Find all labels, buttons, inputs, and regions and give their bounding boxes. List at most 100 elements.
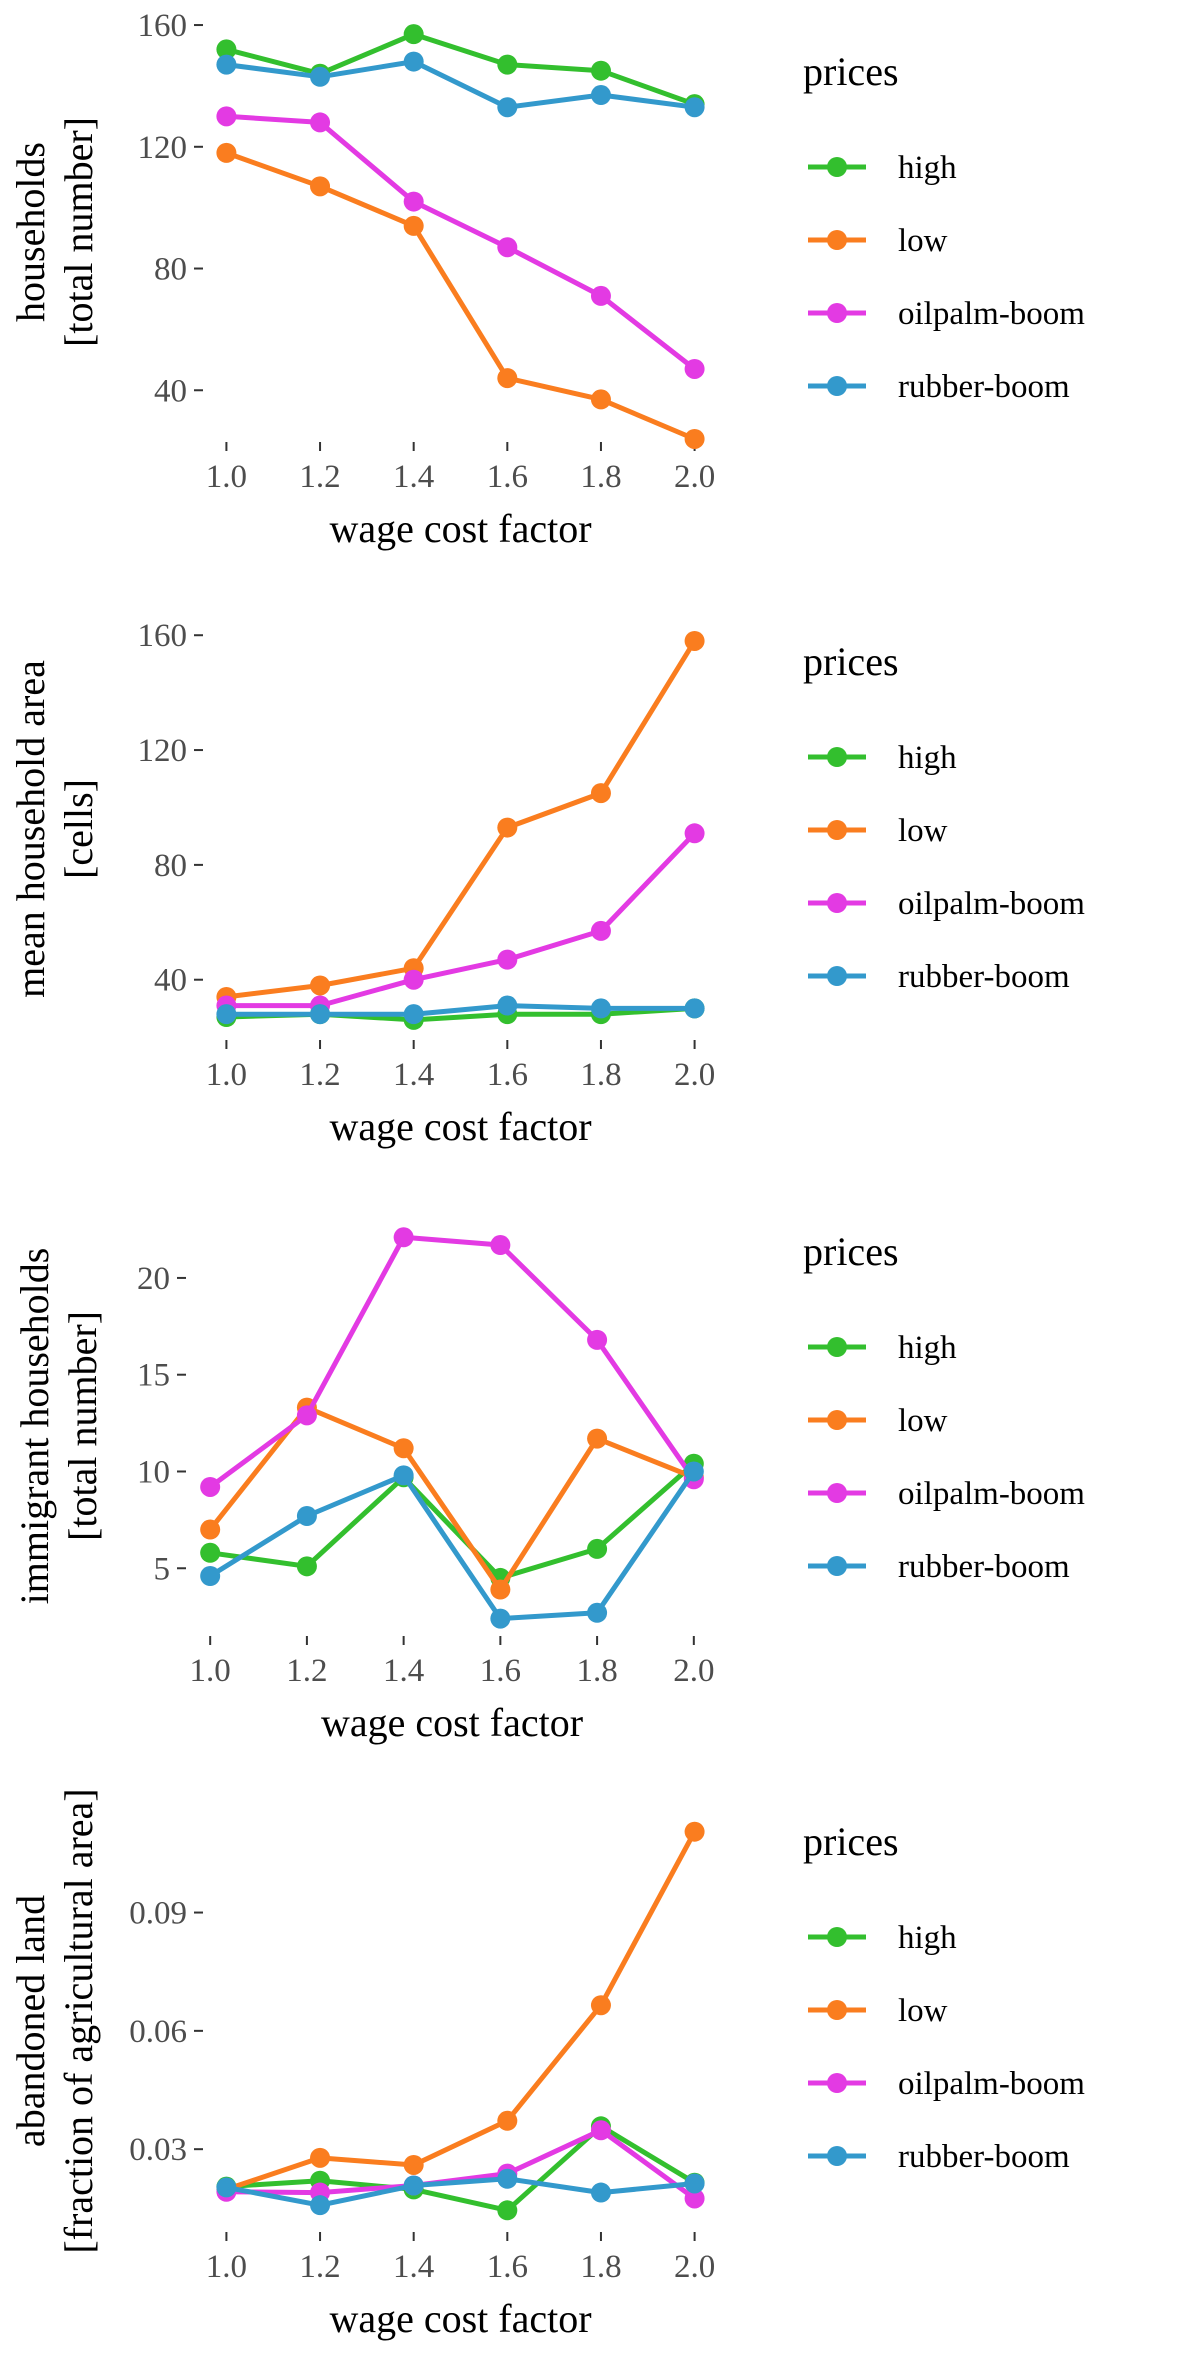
data-point-rubber-boom xyxy=(590,85,611,106)
data-point-high xyxy=(497,54,518,75)
y-tick-label: 10 xyxy=(137,1454,170,1490)
data-point-oilpalm-boom xyxy=(216,106,237,127)
data-point-low xyxy=(497,368,518,389)
legend-label-high: high xyxy=(898,1330,957,1366)
data-point-oilpalm-boom xyxy=(497,237,518,258)
x-tick-label: 2.0 xyxy=(674,459,715,495)
y-axis-title-line-2: [total number] xyxy=(56,117,101,347)
data-point-rubber-boom xyxy=(403,1004,424,1025)
data-point-high xyxy=(590,60,611,81)
legend-label-rubber-boom: rubber-boom xyxy=(898,369,1070,405)
x-tick-label: 1.4 xyxy=(393,2249,434,2285)
series-line-high xyxy=(207,1461,697,1581)
series-line-low xyxy=(223,638,698,1000)
y-tick-label: 15 xyxy=(137,1358,170,1394)
data-point-oilpalm-boom xyxy=(684,2188,705,2209)
legend-key-point xyxy=(827,1410,847,1430)
x-tick-label: 1.0 xyxy=(206,2249,247,2285)
series-line-rubber-boom xyxy=(223,59,698,110)
legend-key-point xyxy=(827,2146,847,2166)
data-point-oilpalm-boom xyxy=(587,1329,608,1350)
data-point-low xyxy=(590,1995,611,2016)
x-axis-title: wage cost factor xyxy=(329,506,591,551)
series-line-oilpalm-boom xyxy=(223,113,698,372)
x-tick-label: 1.2 xyxy=(299,459,340,495)
data-point-low xyxy=(216,142,237,163)
legend-key-point xyxy=(827,230,847,250)
data-point-rubber-boom xyxy=(684,998,705,1019)
y-axis-title-line-2: [cells] xyxy=(56,779,101,879)
data-point-rubber-boom xyxy=(296,1506,317,1526)
y-axis-title-line-1: abandoned land xyxy=(8,1895,53,2147)
x-tick-label: 1.0 xyxy=(206,1057,247,1093)
y-tick-label: 80 xyxy=(154,252,187,288)
x-tick-label: 1.2 xyxy=(299,1057,340,1093)
legend-key-point xyxy=(827,747,847,767)
data-point-low xyxy=(403,215,424,236)
legend-label-rubber-boom: rubber-boom xyxy=(898,1549,1070,1585)
y-tick-label: 5 xyxy=(154,1551,171,1587)
x-tick-label: 1.8 xyxy=(580,1057,621,1093)
data-point-rubber-boom xyxy=(684,2173,705,2194)
data-point-low xyxy=(590,783,611,804)
y-tick-label: 40 xyxy=(154,373,187,409)
chart-panel-3: 5 10 15 20 1.0 1.2 1.4 1.6 1.8 2.0 wage cost facto… xyxy=(12,1227,1085,1745)
data-point-oilpalm-boom xyxy=(590,920,611,941)
legend-label-oilpalm-boom: oilpalm-boom xyxy=(898,1476,1085,1512)
y-tick-label: 0.03 xyxy=(129,2132,187,2168)
legend-label-rubber-boom: rubber-boom xyxy=(898,959,1070,995)
data-point-rubber-boom xyxy=(683,1461,704,1482)
legend-key-point xyxy=(827,1483,847,1503)
legend-key-point xyxy=(827,376,847,396)
data-point-low xyxy=(497,2110,518,2131)
data-point-high xyxy=(497,2200,518,2221)
series-line-low xyxy=(223,1829,698,2192)
x-tick-label: 1.0 xyxy=(190,1653,231,1689)
legend-label-oilpalm-boom: oilpalm-boom xyxy=(898,886,1085,922)
data-point-rubber-boom xyxy=(590,2182,611,2203)
series-line-high xyxy=(223,2123,698,2213)
data-point-rubber-boom xyxy=(310,1004,331,1025)
data-point-oilpalm-boom xyxy=(684,358,705,379)
data-point-oilpalm-boom xyxy=(490,1235,511,1256)
legend: prices high low oilpalm-boom rubber-boom xyxy=(803,639,1085,995)
legend-key-point xyxy=(827,820,847,840)
y-axis-title-line-1: mean household area xyxy=(8,660,53,998)
data-point-high xyxy=(296,1556,317,1577)
y-tick-label: 120 xyxy=(138,733,188,769)
x-tick-label: 1.0 xyxy=(206,459,247,495)
data-point-rubber-boom xyxy=(684,97,705,118)
data-point-low xyxy=(497,817,518,838)
x-tick-label: 1.6 xyxy=(487,459,528,495)
legend-title: prices xyxy=(803,1819,899,1864)
legend-label-low: low xyxy=(898,813,948,849)
x-axis-title: wage cost factor xyxy=(329,2296,591,2341)
y-tick-label: 120 xyxy=(138,130,188,166)
data-point-rubber-boom xyxy=(590,998,611,1019)
data-point-rubber-boom xyxy=(490,1608,511,1629)
legend-label-low: low xyxy=(898,223,948,259)
data-point-low xyxy=(587,1428,608,1449)
data-point-low xyxy=(590,389,611,410)
x-tick-label: 1.4 xyxy=(393,459,434,495)
data-point-low xyxy=(310,2147,331,2168)
data-point-rubber-boom xyxy=(393,1465,414,1486)
data-point-low xyxy=(403,2154,424,2175)
y-axis-title-line-1: immigrant households xyxy=(12,1248,57,1605)
data-point-rubber-boom xyxy=(403,2175,424,2196)
x-tick-label: 2.0 xyxy=(674,2249,715,2285)
legend: prices high low oilpalm-boom rubber-boom xyxy=(803,1819,1085,2175)
series-line-low xyxy=(223,150,698,442)
data-point-oilpalm-boom xyxy=(497,949,518,970)
x-tick-label: 1.6 xyxy=(487,2249,528,2285)
y-axis-title-line-1: households xyxy=(8,142,53,322)
data-point-oilpalm-boom xyxy=(590,2120,611,2141)
legend-key-point xyxy=(827,2073,847,2093)
data-point-low xyxy=(684,630,705,651)
data-point-oilpalm-boom xyxy=(393,1227,414,1248)
data-point-rubber-boom xyxy=(497,2168,518,2189)
y-tick-label: 160 xyxy=(138,8,188,44)
series-line-oilpalm-boom xyxy=(207,1234,697,1490)
x-tick-label: 2.0 xyxy=(674,1057,715,1093)
legend-label-rubber-boom: rubber-boom xyxy=(898,2139,1070,2175)
